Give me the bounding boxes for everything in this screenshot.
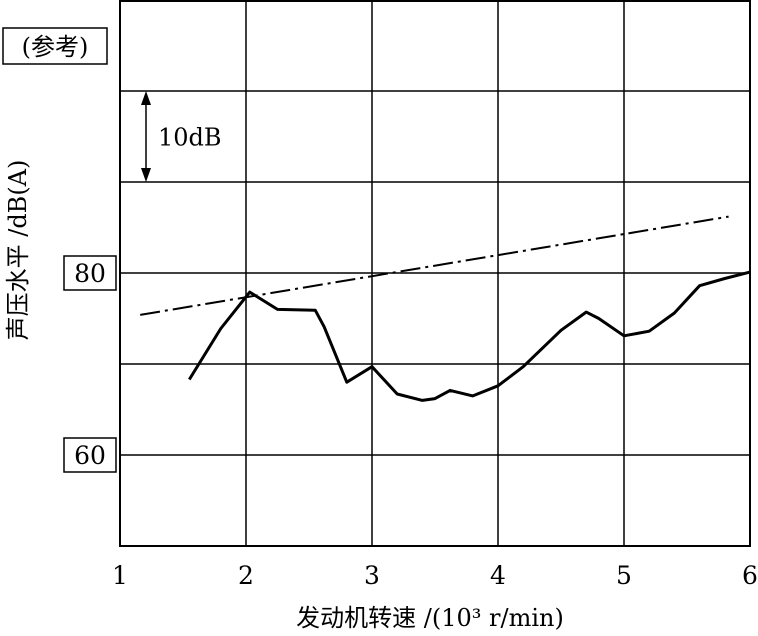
y-tick-box — [63, 255, 117, 291]
x-tick-label: 4 — [490, 561, 506, 590]
x-tick-label: 6 — [742, 561, 758, 590]
x-tick-label: 1 — [112, 561, 128, 590]
x-tick-label: 2 — [238, 561, 254, 590]
series-layer — [140, 215, 751, 402]
x-tick-label: 5 — [616, 561, 632, 590]
y-axis-label: 声压水平 /dB(A) — [4, 160, 32, 341]
grid — [120, 0, 750, 546]
arrow-up-icon — [141, 91, 151, 105]
y-tick-label: 60 — [74, 441, 106, 470]
x-axis-label: 发动机转速 /(10³ r/min) — [296, 604, 564, 632]
scale-bar: 10dB — [141, 91, 222, 182]
series-line-solid — [188, 270, 751, 402]
y-tick-box — [63, 437, 117, 473]
reference-annotation: (参考) — [2, 27, 108, 65]
reference-box — [2, 27, 108, 65]
x-tick-labels: 1 2 3 4 5 6 — [112, 561, 758, 590]
y-tick-labels: 80 60 — [63, 255, 117, 473]
y-tick-label: 80 — [74, 259, 106, 288]
arrow-down-icon — [141, 168, 151, 182]
reference-label: (参考) — [22, 33, 89, 61]
series-line-dashdot — [140, 215, 729, 316]
x-tick-label: 3 — [364, 561, 380, 590]
scale-bar-label: 10dB — [158, 124, 222, 152]
